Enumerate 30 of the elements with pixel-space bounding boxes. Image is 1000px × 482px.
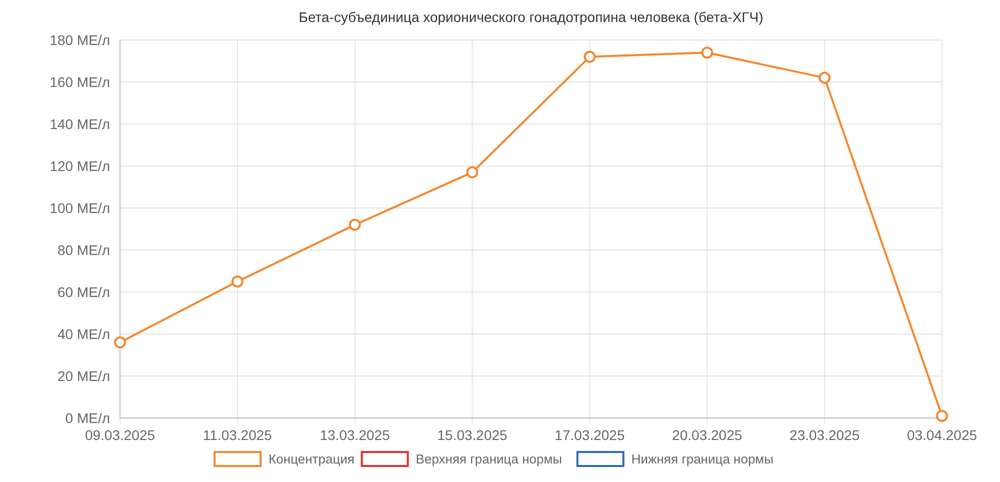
y-tick-label: 100 МЕ/л [50,200,110,216]
point [348,218,361,231]
chart-title: Бета-субъединица хорионического гонадотропина человека (бета-ХГЧ) [298,9,764,25]
y-tick-label: 140 МЕ/л [50,116,110,132]
legend-label: Концентрация [268,451,354,466]
y-tick-label: 80 МЕ/л [57,242,110,258]
x-tick-label: 20.03.2025 [672,427,742,443]
x-tick-label: 03.04.2025 [906,427,978,443]
x-tick-label: 15.03.2025 [437,427,508,443]
point [584,50,596,63]
point [701,46,714,59]
y-tick-label: 0 МЕ/л [65,410,110,426]
x-tick-label: 17.03.2025 [554,427,625,443]
point [231,276,244,288]
x-tick-label: 23.03.2025 [790,427,860,443]
legend-label: Нижняя граница нормы [631,451,774,466]
legend-label: Верхняя граница нормы [416,451,562,466]
x-tick-label: 13.03.2025 [320,427,390,443]
point [818,72,831,84]
y-tick-label: 180 МЕ/л [50,32,110,48]
x-tick-label: 11.03.2025 [202,427,272,443]
point [936,410,948,422]
point [466,166,478,178]
y-tick-label: 60 МЕ/л [57,284,110,300]
y-tick-label: 120 МЕ/л [50,158,110,174]
point [114,336,126,348]
y-tick-label: 160 МЕ/л [50,74,110,90]
y-tick-label: 20 МЕ/л [57,368,110,384]
y-tick-label: 40 МЕ/л [57,326,110,342]
x-tick-label: 09.03.2025 [84,427,156,443]
